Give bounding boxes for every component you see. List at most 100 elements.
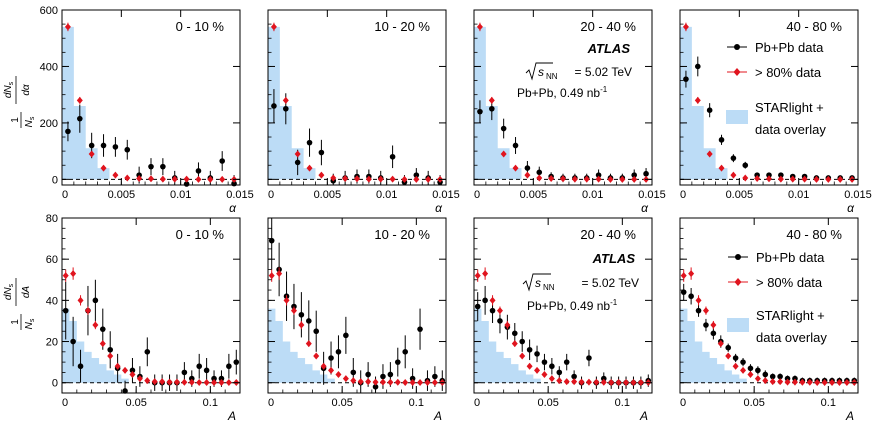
data-point: [409, 379, 416, 386]
data-point: [88, 142, 95, 149]
y-axis-label-top: 1 Ns dNs dα: [3, 76, 36, 128]
data-point: [600, 378, 607, 386]
y-tick-label: 200: [40, 118, 58, 130]
data-point: [504, 321, 511, 329]
data-point: [784, 378, 791, 386]
data-point: [585, 378, 592, 386]
panel-bottom-3: 0 0.05 0.1 20 - 40 % A: [473, 217, 653, 423]
data-point: [496, 307, 503, 315]
data-point: [425, 175, 432, 183]
data-point: [268, 237, 275, 244]
x-tick-label: 0.005: [726, 189, 754, 201]
data-point: [482, 270, 489, 278]
data-point: [188, 378, 195, 386]
data-point: [306, 164, 313, 172]
data-point: [556, 369, 563, 376]
data-point: [151, 378, 158, 386]
data-point: [643, 170, 649, 177]
data-point: [766, 175, 772, 183]
data-point: [548, 375, 555, 383]
energy-label: s NN = 5.02 TeV: [522, 273, 639, 292]
data-point: [762, 377, 769, 385]
data-point: [595, 172, 602, 178]
data-point: [173, 378, 180, 386]
data-point: [136, 375, 143, 383]
data-point: [549, 363, 555, 370]
data-point: [335, 349, 342, 355]
data-point: [489, 296, 496, 304]
starlight-histogram: [474, 26, 522, 180]
series-over80: [680, 267, 858, 386]
ylabel-den: dα: [21, 84, 32, 96]
y-axis-label-bottom: 1 Ns dNs dA: [3, 278, 36, 330]
data-point: [379, 378, 386, 386]
data-point: [526, 346, 533, 353]
data-point: [100, 142, 107, 149]
data-point: [825, 175, 832, 183]
data-point: [769, 378, 776, 386]
centrality-label: 20 - 40 %: [580, 227, 636, 242]
plot-frame: [267, 9, 447, 186]
data-point: [350, 369, 357, 376]
data-point: [762, 371, 769, 378]
data-point: [548, 175, 555, 183]
data-point: [92, 321, 99, 329]
data-point: [512, 142, 519, 149]
atlas-label: ATLAS: [592, 251, 636, 266]
data-point: [489, 105, 495, 112]
series-over80: [62, 267, 240, 386]
x-tick-label: 0: [474, 397, 480, 409]
data-point: [747, 370, 754, 378]
data-point: [112, 171, 119, 179]
x-tick-label: 0.005: [108, 189, 136, 201]
data-point: [682, 23, 689, 31]
data-point: [219, 158, 225, 164]
data-point: [270, 23, 277, 31]
data-point: [600, 375, 607, 382]
x-tick-label: 0: [474, 189, 480, 201]
data-point: [801, 175, 808, 183]
data-point: [211, 379, 218, 386]
panel-bottom-4: 0 0.05 0.1 40 - 80 % A: [679, 217, 859, 423]
legend-bottom: Pb+Pb data > 80% data STARlight + data o…: [727, 250, 827, 345]
x-tick-label: 0.1: [821, 397, 836, 409]
starlight-histogram: [268, 308, 335, 383]
centrality-label: 10 - 20 %: [374, 227, 430, 242]
data-point: [578, 378, 585, 386]
data-point: [706, 150, 713, 158]
data-point: [730, 155, 737, 161]
data-point: [394, 359, 401, 365]
data-point: [305, 318, 312, 324]
x-tick-label: 0.01: [582, 189, 603, 201]
data-point: [837, 175, 844, 183]
panel-top-3: 0 0.005 0.01 0.015 20 - 40 % α: [473, 9, 666, 215]
x-axis-title: A: [433, 409, 442, 423]
data-point: [695, 296, 702, 304]
data-point: [181, 369, 188, 376]
data-point: [342, 175, 349, 183]
centrality-label: 10 - 20 %: [374, 19, 430, 34]
data-point: [742, 174, 749, 182]
ylabel-pre-num: 1: [10, 117, 21, 123]
data-point: [160, 163, 166, 170]
data-point: [148, 175, 154, 183]
data-point: [474, 272, 481, 280]
data-point: [207, 175, 214, 183]
data-point: [99, 326, 106, 332]
x-tick-label: 0.05: [125, 397, 146, 409]
x-tick-label: 0.01: [376, 189, 397, 201]
data-point: [524, 171, 531, 179]
data-point: [195, 175, 202, 183]
data-point: [219, 175, 226, 183]
data-point: [181, 378, 188, 386]
data-point: [335, 370, 342, 378]
panel-bottom-1: 0 0.05 0.1 0 20 40 60 80 0 - 10 % A: [46, 213, 241, 423]
panel-top-4: 0 0.005 0.01 0.015 40 - 80 % α: [679, 9, 872, 215]
ylabel-num: dNs: [3, 81, 15, 98]
data-point: [183, 175, 190, 183]
data-point: [276, 270, 283, 278]
data-point: [717, 340, 724, 348]
data-point: [777, 373, 783, 380]
